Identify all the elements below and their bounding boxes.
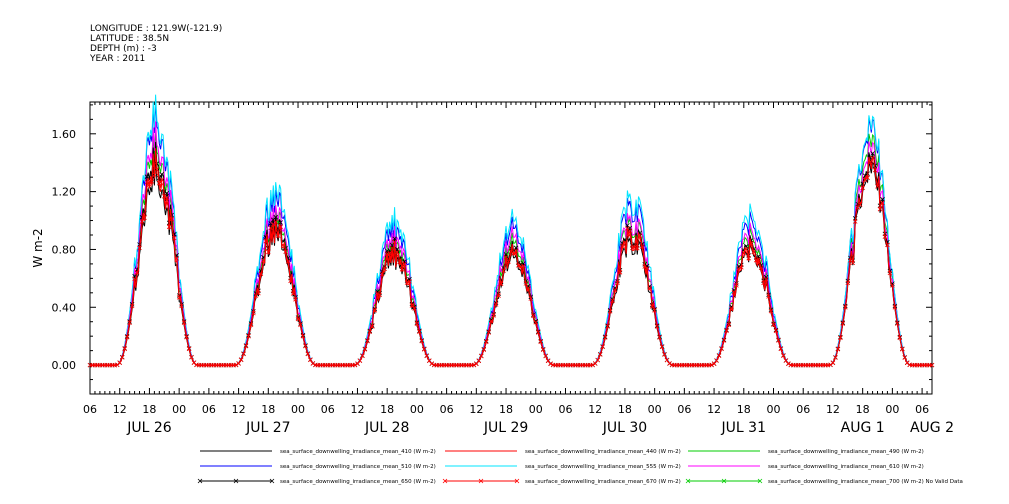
series-7 (87, 148, 935, 368)
x-hour-label: 18 (142, 403, 156, 416)
legend-label: sea_surface_downwelling_irradiance_mean_… (768, 449, 924, 455)
series-0 (90, 160, 932, 366)
x-hour-label: 00 (767, 403, 781, 416)
x-hour-label: 06 (202, 403, 216, 416)
x-day-label: JUL 26 (126, 420, 172, 436)
x-hour-label: 06 (915, 403, 929, 416)
series-line (90, 94, 932, 366)
legend-marker (514, 478, 520, 484)
x-hour-label: 18 (380, 403, 394, 416)
legend-item: sea_surface_downwelling_irradiance_mean_… (685, 478, 963, 485)
legend-item: sea_surface_downwelling_irradiance_mean_… (442, 478, 681, 485)
x-hour-label: 18 (499, 403, 513, 416)
legend: sea_surface_downwelling_irradiance_mean_… (197, 449, 963, 485)
x-hour-label: 00 (885, 403, 899, 416)
legend-marker (442, 478, 448, 484)
legend-marker (721, 478, 727, 484)
header-depth: DEPTH (m) : -3 (90, 44, 157, 54)
legend-marker (685, 478, 691, 484)
x-hour-label: 06 (677, 403, 691, 416)
header-year: YEAR : 2011 (89, 54, 145, 64)
y-tick-label: 1.20 (52, 186, 77, 199)
legend-item: sea_surface_downwelling_irradiance_mean_… (200, 449, 436, 455)
x-hour-label: 06 (796, 403, 810, 416)
x-hour-label: 12 (707, 403, 721, 416)
legend-item: sea_surface_downwelling_irradiance_mean_… (688, 464, 924, 470)
y-tick-label: 0.40 (52, 301, 77, 314)
legend-label: sea_surface_downwelling_irradiance_mean_… (280, 479, 436, 485)
x-day-label: JUL 27 (245, 420, 290, 436)
y-tick-label: 0.80 (52, 243, 77, 256)
series-1 (90, 152, 932, 366)
series-markers (87, 155, 935, 368)
legend-marker (269, 478, 275, 484)
legend-item: sea_surface_downwelling_irradiance_mean_… (688, 449, 924, 455)
series-line (90, 152, 932, 366)
x-hour-label: 18 (856, 403, 870, 416)
x-hour-label: 12 (826, 403, 840, 416)
legend-marker (197, 478, 203, 484)
x-day-label: JUL 29 (483, 420, 528, 436)
x-hour-label: 00 (410, 403, 424, 416)
legend-label: sea_surface_downwelling_irradiance_mean_… (280, 464, 436, 470)
x-day-label: AUG 2 (910, 420, 954, 436)
legend-item: sea_surface_downwelling_irradiance_mean_… (445, 464, 681, 470)
x-hour-label: 06 (321, 403, 335, 416)
legend-marker (233, 478, 239, 484)
x-hour-label: 06 (83, 403, 97, 416)
y-axis: 0.00 0.40 0.80 1.20 1.60 (52, 104, 932, 395)
series-markers (87, 151, 935, 368)
series-4 (90, 94, 932, 366)
legend-item: sea_surface_downwelling_irradiance_mean_… (445, 449, 681, 455)
legend-label: sea_surface_downwelling_irradiance_mean_… (525, 479, 681, 485)
x-hour-label: 12 (232, 403, 246, 416)
x-hour-label: 12 (588, 403, 602, 416)
series-line (90, 160, 932, 366)
legend-item: sea_surface_downwelling_irradiance_mean_… (197, 478, 436, 485)
x-hour-label: 18 (261, 403, 275, 416)
y-tick-label: 1.60 (52, 128, 77, 141)
x-hour-label: 12 (350, 403, 364, 416)
header-latitude: LATITUDE : 38.5N (90, 34, 169, 44)
x-day-label: AUG 1 (841, 420, 885, 436)
legend-label: sea_surface_downwelling_irradiance_mean_… (280, 449, 436, 455)
y-tick-label: 0.00 (52, 359, 77, 372)
x-day-label: JUL 28 (364, 420, 409, 436)
x-hour-label: 12 (113, 403, 127, 416)
x-hour-label: 00 (291, 403, 305, 416)
x-hour-label: 06 (440, 403, 454, 416)
header-longitude: LONGITUDE : 121.9W(-121.9) (90, 24, 222, 34)
legend-label: sea_surface_downwelling_irradiance_mean_… (768, 464, 924, 470)
x-day-label: JUL 31 (721, 420, 766, 436)
legend-label: sea_surface_downwelling_irradiance_mean_… (525, 449, 681, 455)
legend-label: sea_surface_downwelling_irradiance_mean_… (525, 464, 681, 470)
x-hour-label: 00 (529, 403, 543, 416)
series-layer (87, 94, 935, 368)
x-day-label: JUL 30 (602, 420, 647, 436)
header-block: LONGITUDE : 121.9W(-121.9) LATITUDE : 38… (89, 24, 222, 64)
x-hour-label: 00 (172, 403, 186, 416)
legend-label: sea_surface_downwelling_irradiance_mean_… (768, 479, 963, 485)
y-axis-label: W m-2 (31, 228, 45, 267)
x-hour-label: 18 (737, 403, 751, 416)
x-hour-label: 12 (469, 403, 483, 416)
legend-marker (757, 478, 763, 484)
legend-marker (478, 478, 484, 484)
x-hour-label: 18 (618, 403, 632, 416)
x-hour-label: 06 (558, 403, 572, 416)
legend-item: sea_surface_downwelling_irradiance_mean_… (200, 464, 436, 470)
x-axis: 06 12 18 00 06 12 18 00 06 12 18 00 06 12 18 00 06 12 18 00… (83, 102, 954, 436)
x-hour-label: 00 (648, 403, 662, 416)
